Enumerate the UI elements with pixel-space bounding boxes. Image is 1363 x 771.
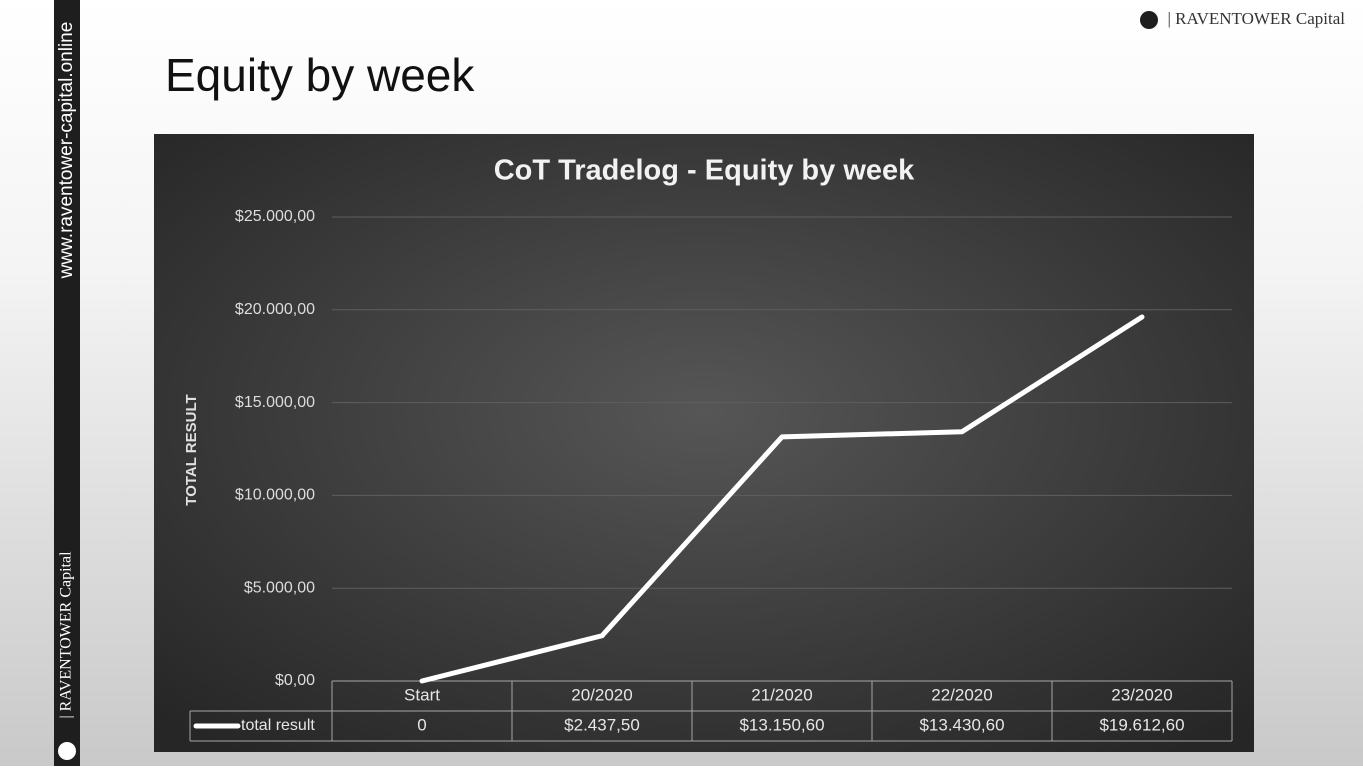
x-tick-label: Start (404, 685, 440, 704)
brand-logo (1140, 11, 1158, 29)
y-tick-label: $5.000,00 (244, 579, 315, 596)
y-tick-label: $25.000,00 (235, 208, 315, 225)
table-value: $13.150,60 (739, 715, 824, 734)
y-tick-label: $20.000,00 (235, 301, 315, 318)
table-value: 0 (417, 715, 426, 734)
brand: | RAVENTOWER Capital (1168, 9, 1346, 28)
side-bar (54, 0, 80, 766)
table-value: $13.430,60 (919, 715, 1004, 734)
side-url: www.raventower-capital.online (56, 22, 77, 280)
series-line (419, 314, 1145, 684)
x-tick-label: 22/2020 (931, 685, 992, 704)
chart-area (154, 134, 1254, 752)
table-value: $19.612,60 (1099, 715, 1184, 734)
x-tick-label: 23/2020 (1111, 685, 1172, 704)
x-tick-label: 20/2020 (571, 685, 632, 704)
table-value: $2.437,50 (564, 715, 640, 734)
side-logo (58, 742, 76, 760)
x-tick-label: 21/2020 (751, 685, 812, 704)
y-tick-label: $10.000,00 (235, 487, 315, 504)
y-tick-label: $15.000,00 (235, 394, 315, 411)
y-tick-label: $0,00 (275, 672, 315, 689)
chart-title: CoT Tradelog - Equity by week (494, 155, 915, 187)
slide-heading: Equity by week (165, 49, 475, 101)
legend-label: total result (241, 717, 315, 734)
y-axis-title: TOTAL RESULT (183, 394, 200, 505)
side-brand: | RAVENTOWER Capital (58, 551, 75, 719)
